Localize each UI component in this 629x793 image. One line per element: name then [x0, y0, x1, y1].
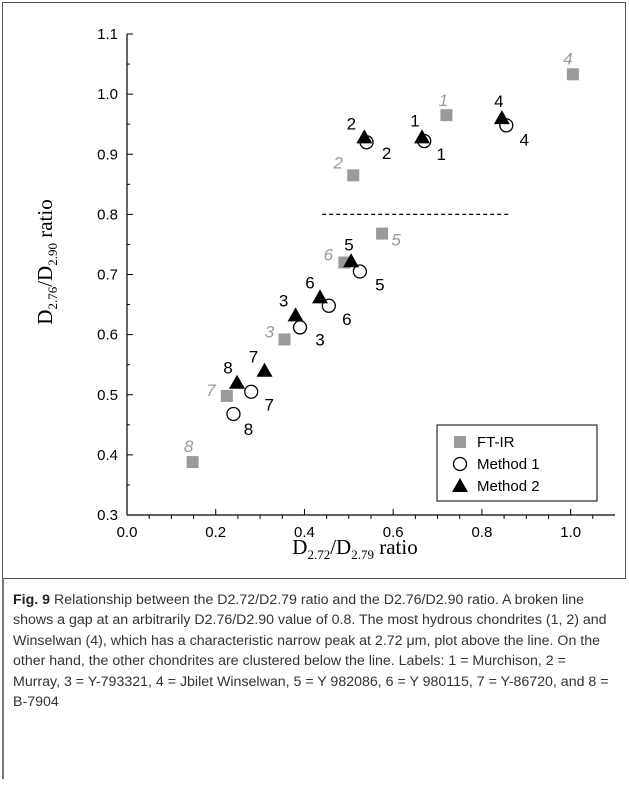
point-label-triangle-3: 3	[279, 291, 288, 310]
point-label-square-8: 8	[184, 437, 194, 456]
x-tick-label: 0.8	[471, 524, 492, 541]
caption-body: Relationship between the D2.72/D2.79 rat…	[13, 592, 609, 711]
point-label-square-7: 7	[206, 381, 216, 400]
point-label-circle-1: 1	[437, 145, 446, 164]
legend-label: Method 2	[477, 478, 540, 495]
y-tick-label: 0.9	[97, 146, 118, 163]
point-label-square-3: 3	[265, 322, 275, 341]
point-square-1	[440, 109, 453, 122]
x-tick-label: 0.6	[383, 524, 404, 541]
x-tick-label: 0.0	[117, 524, 138, 541]
point-triangle-4	[493, 110, 510, 125]
y-tick-label: 1.0	[97, 86, 118, 103]
caption-side-rule	[2, 579, 4, 779]
point-triangle-5	[343, 253, 360, 268]
point-circle-5	[352, 264, 368, 279]
point-triangle-1	[414, 129, 431, 144]
y-tick-label: 0.7	[97, 267, 118, 284]
x-tick-label: 1.0	[560, 524, 581, 541]
legend-label: Method 1	[477, 456, 540, 473]
point-label-circle-8: 8	[244, 420, 253, 439]
point-label-square-1: 1	[439, 91, 448, 110]
point-circle-7	[244, 384, 259, 399]
point-label-circle-4: 4	[520, 130, 529, 149]
point-label-triangle-7: 7	[249, 348, 258, 367]
point-label-square-2: 2	[333, 153, 344, 172]
y-tick-label: 1.1	[97, 26, 118, 43]
point-square-5	[376, 227, 389, 240]
legend-marker-square	[454, 436, 466, 448]
point-circle-8	[226, 406, 241, 422]
y-axis-label: D2.76/D2.90 ratio	[33, 199, 60, 324]
point-label-triangle-8: 8	[223, 359, 232, 378]
x-tick-label: 0.2	[205, 524, 226, 541]
point-triangle-7	[256, 362, 273, 377]
caption-figure-label: Fig. 9	[13, 592, 51, 608]
y-tick-label: 0.8	[97, 206, 118, 223]
point-circle-3	[292, 320, 308, 335]
x-tick-label: 0.4	[294, 524, 315, 541]
point-triangle-8	[229, 374, 246, 389]
point-label-triangle-4: 4	[494, 92, 503, 111]
point-label-square-6: 6	[324, 245, 334, 264]
legend-label: FT-IR	[477, 434, 515, 451]
point-label-square-4: 4	[563, 49, 572, 68]
point-triangle-6	[311, 289, 328, 304]
point-triangle-3	[287, 307, 304, 322]
point-square-7	[220, 389, 233, 402]
point-label-triangle-1: 1	[410, 111, 419, 130]
scatter-chart: 0.3 0.4 0.5 0.6 0.7 0.8 0.9 1.0 1.1 0.0 0.2 0.4 0.6 0…	[33, 26, 615, 562]
y-tick-label: 0.5	[97, 387, 118, 404]
point-square-8	[186, 456, 199, 469]
point-label-circle-5: 5	[375, 275, 384, 294]
point-square-2	[347, 169, 360, 182]
legend-marker-triangle	[452, 478, 468, 492]
point-label-circle-7: 7	[264, 396, 273, 415]
legend-marker-circle	[452, 456, 468, 472]
y-tick-label: 0.4	[97, 447, 118, 464]
point-square-4	[566, 68, 579, 81]
point-label-triangle-5: 5	[344, 235, 353, 254]
point-label-triangle-2: 2	[347, 114, 356, 133]
point-label-circle-6: 6	[342, 310, 351, 329]
figure-frame	[2, 2, 626, 579]
axes: 0.3 0.4 0.5 0.6 0.7 0.8 0.9 1.0 1.1 0.0 0.2 0.4 0.6 0…	[97, 26, 615, 541]
point-label-circle-2: 2	[382, 144, 391, 163]
legend: FT-IR Method 1 Method 2	[436, 424, 598, 502]
y-tick-label: 0.6	[97, 327, 118, 344]
y-tick-label: 0.3	[97, 507, 118, 524]
point-square-3	[278, 333, 291, 346]
point-label-circle-3: 3	[315, 330, 324, 349]
point-triangle-2	[356, 129, 373, 144]
point-label-square-5: 5	[391, 231, 401, 250]
figure-caption: Fig. 9 Relationship between the D2.72/D2…	[13, 590, 613, 712]
point-label-triangle-6: 6	[305, 273, 314, 292]
